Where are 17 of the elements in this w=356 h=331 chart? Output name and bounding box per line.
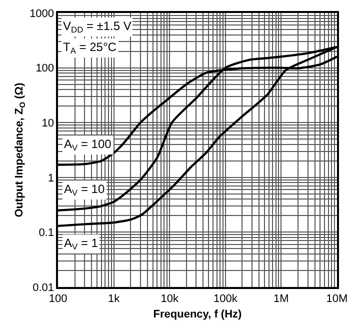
y-tick-label: 100	[36, 62, 54, 75]
x-tick-label: 100k	[213, 292, 238, 305]
y-tick-label: 0.01	[32, 282, 54, 294]
series-label: A$_{V}$ = 100	[64, 137, 112, 153]
x-tick-label: 10k	[160, 292, 179, 305]
series-label: A$_{V}$ = 10	[64, 182, 105, 198]
x-axis-title: Frequency, f (Hz)	[153, 308, 242, 321]
y-tick-label: 0.1	[38, 227, 54, 240]
annotation: V$_{DD}$ = ±1.5 V	[63, 19, 132, 35]
series-label: A$_{V}$ = 1	[64, 236, 98, 252]
x-tick-label: 10M	[326, 292, 348, 305]
y-tick-label: 1	[48, 172, 54, 184]
y-tick-label: 1000	[30, 8, 54, 20]
annotation: T$_{A}$ = 25°C	[63, 40, 117, 56]
x-tick-label: 1M	[274, 292, 289, 305]
y-tick-label: 10	[42, 117, 54, 130]
x-tick-label: 1k	[108, 292, 120, 305]
